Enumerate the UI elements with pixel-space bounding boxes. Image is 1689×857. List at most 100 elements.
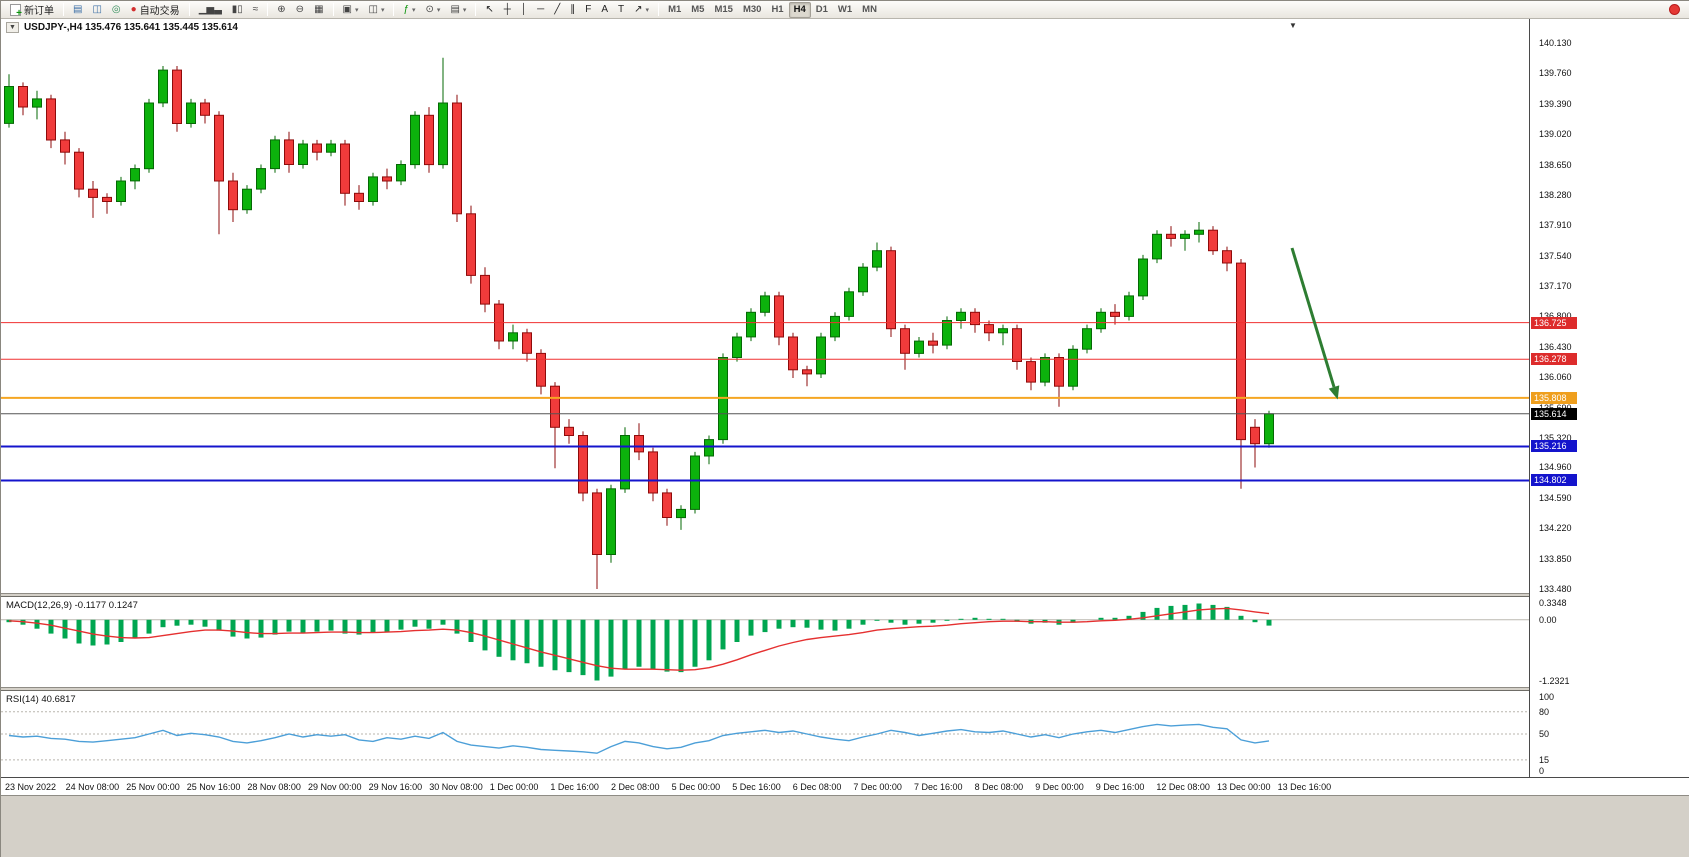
trendline-button[interactable]: ╱: [549, 2, 565, 18]
tile-windows-button[interactable]: ▣ ▾: [338, 2, 364, 18]
time-axis-label: 9 Dec 16:00: [1095, 782, 1145, 792]
macd-panel[interactable]: MACD(12,26,9) -0.1177 0.1247: [1, 597, 1529, 687]
chevron-down-icon: ▾: [412, 6, 416, 14]
cursor-button[interactable]: ↖: [480, 2, 498, 18]
rsi-indicator-name: RSI(14): [6, 694, 39, 705]
price-axis-label: 140.130: [1539, 38, 1572, 49]
price-line-tag: 136.278: [1531, 353, 1577, 366]
new-order-button[interactable]: 新订单: [5, 2, 59, 19]
rsi-axis-label: 100: [1539, 692, 1555, 702]
time-axis-label: 5 Dec 16:00: [732, 782, 781, 792]
price-chart-panel[interactable]: ▼ USDJPY-,H4 135.476 135.641 135.445 135…: [1, 19, 1529, 593]
vertical-line-button[interactable]: │: [516, 2, 532, 18]
auto-trading-button[interactable]: ● 自动交易: [126, 2, 185, 18]
market-watch-button[interactable]: ▤: [68, 2, 87, 18]
price-axis-label: 134.590: [1539, 492, 1572, 503]
channel-icon: ∥: [570, 3, 576, 15]
label-button[interactable]: T: [613, 2, 629, 18]
time-axis-label: 28 Nov 08:00: [247, 782, 301, 792]
label-icon: T: [618, 3, 625, 15]
cursor-icon: ↖: [485, 3, 494, 15]
notification-badge[interactable]: [1669, 4, 1680, 15]
zoom-out-button[interactable]: ⊖: [291, 2, 309, 18]
time-axis-label: 7 Dec 16:00: [914, 782, 963, 792]
zoom-in-button[interactable]: ⊕: [272, 2, 290, 18]
tile-windows-icon: ▣: [342, 3, 352, 15]
chevron-down-icon: ▾: [462, 6, 467, 14]
rsi-chart[interactable]: [1, 691, 1529, 777]
navigator-button[interactable]: ◫: [87, 2, 106, 18]
price-axis-label: 136.430: [1539, 341, 1572, 352]
cascade-windows-button[interactable]: ◫ ▾: [363, 2, 389, 18]
bar-chart-button[interactable]: ▁▅▃: [194, 2, 227, 18]
chart-shift-marker[interactable]: ▼: [1289, 21, 1297, 30]
chevron-down-icon: ▾: [354, 6, 359, 14]
terminal-icon: ◎: [111, 3, 121, 15]
candlestick-chart[interactable]: [1, 19, 1529, 593]
price-axis-label: 136.060: [1539, 372, 1572, 383]
candlestick-button[interactable]: ▮▯: [227, 2, 248, 18]
price-axis-label: 133.480: [1539, 584, 1572, 594]
time-axis-label: 1 Dec 16:00: [550, 782, 599, 792]
price-axis-label: 139.760: [1539, 68, 1572, 79]
indicators-button[interactable]: ƒ ▾: [398, 2, 420, 18]
panel-splitter[interactable]: [1, 593, 1689, 597]
timeframe-m30-button[interactable]: M30: [742, 4, 762, 15]
price-axis-label: 135.320: [1539, 432, 1572, 443]
macd-chart[interactable]: [1, 597, 1529, 687]
arrows-button[interactable]: ↗ ▾: [629, 2, 654, 18]
chevron-down-icon: ▾: [380, 6, 385, 14]
price-axis-label: 138.280: [1539, 189, 1572, 200]
fibonacci-button[interactable]: F: [580, 2, 596, 18]
time-axis-label: 13 Dec 00:00: [1217, 782, 1271, 792]
channel-button[interactable]: ∥: [565, 2, 580, 18]
timeframe-w1-button[interactable]: W1: [837, 4, 853, 15]
time-axis-label: 9 Dec 00:00: [1035, 782, 1084, 792]
rsi-value: 40.6817: [41, 694, 76, 705]
text-icon: A: [601, 3, 609, 15]
chevron-down-icon: ▾: [645, 6, 650, 14]
rsi-panel[interactable]: RSI(14) 40.6817: [1, 691, 1529, 777]
crosshair-button[interactable]: ┼: [499, 2, 516, 18]
line-chart-icon: ≈: [252, 3, 259, 15]
time-axis-label: 29 Nov 16:00: [368, 782, 423, 792]
indicators-icon: ƒ: [403, 3, 410, 15]
price-axis-label: 137.540: [1539, 250, 1572, 261]
templates-button[interactable]: ▤ ▾: [445, 2, 471, 18]
time-axis-label: 24 Nov 08:00: [65, 782, 120, 792]
price-scale[interactable]: 140.130 139.760 139.390 139.020 138.650 138.2…: [1529, 19, 1689, 777]
navigator-icon: ◫: [92, 3, 102, 15]
timeframe-mn-button[interactable]: MN: [862, 4, 877, 15]
zoom-in-icon: ⊕: [277, 3, 286, 15]
horizontal-line-button[interactable]: ─: [532, 2, 549, 18]
terminal-button[interactable]: ◎: [107, 2, 126, 18]
price-axis-label: 133.850: [1539, 553, 1572, 564]
price-axis-label: 139.390: [1539, 98, 1572, 109]
price-axis-label: 134.220: [1539, 523, 1572, 534]
timeframe-m15-button[interactable]: M15: [714, 4, 733, 15]
time-axis-label: 13 Dec 16:00: [1277, 782, 1332, 792]
line-chart-button[interactable]: ≈: [248, 2, 264, 18]
timeframe-d1-button[interactable]: D1: [815, 4, 828, 15]
time-axis-label: 12 Dec 08:00: [1156, 782, 1210, 792]
timeframe-h4-button[interactable]: H4: [788, 1, 811, 18]
price-axis-label: 136.800: [1539, 311, 1572, 321]
timeframe-m1-button[interactable]: M1: [668, 4, 682, 15]
chart-menu-icon[interactable]: ▼: [6, 22, 19, 33]
time-axis-label: 25 Nov 16:00: [186, 782, 241, 792]
time-axis-label: 25 Nov 00:00: [126, 782, 180, 792]
text-button[interactable]: A: [596, 2, 613, 18]
chart-area: ▼ USDJPY-,H4 135.476 135.641 135.445 135…: [1, 19, 1689, 857]
timeframe-h1-button[interactable]: H1: [771, 4, 784, 15]
time-axis[interactable]: 23 Nov 2022 24 Nov 08:00 25 Nov 00:00 25 No…: [1, 777, 1689, 795]
periods-button[interactable]: ⊙ ▾: [421, 2, 446, 18]
macd-title: MACD(12,26,9) -0.1177 0.1247: [6, 600, 138, 611]
timeframe-m5-button[interactable]: M5: [691, 4, 705, 15]
price-line-tag: 135.808: [1531, 391, 1577, 404]
time-axis-label: 2 Dec 08:00: [611, 782, 660, 792]
grid-button[interactable]: ▦: [309, 2, 328, 18]
market-watch-icon: ▤: [73, 3, 83, 15]
panel-splitter[interactable]: [1, 687, 1689, 691]
toolbar-separator: [393, 3, 395, 16]
